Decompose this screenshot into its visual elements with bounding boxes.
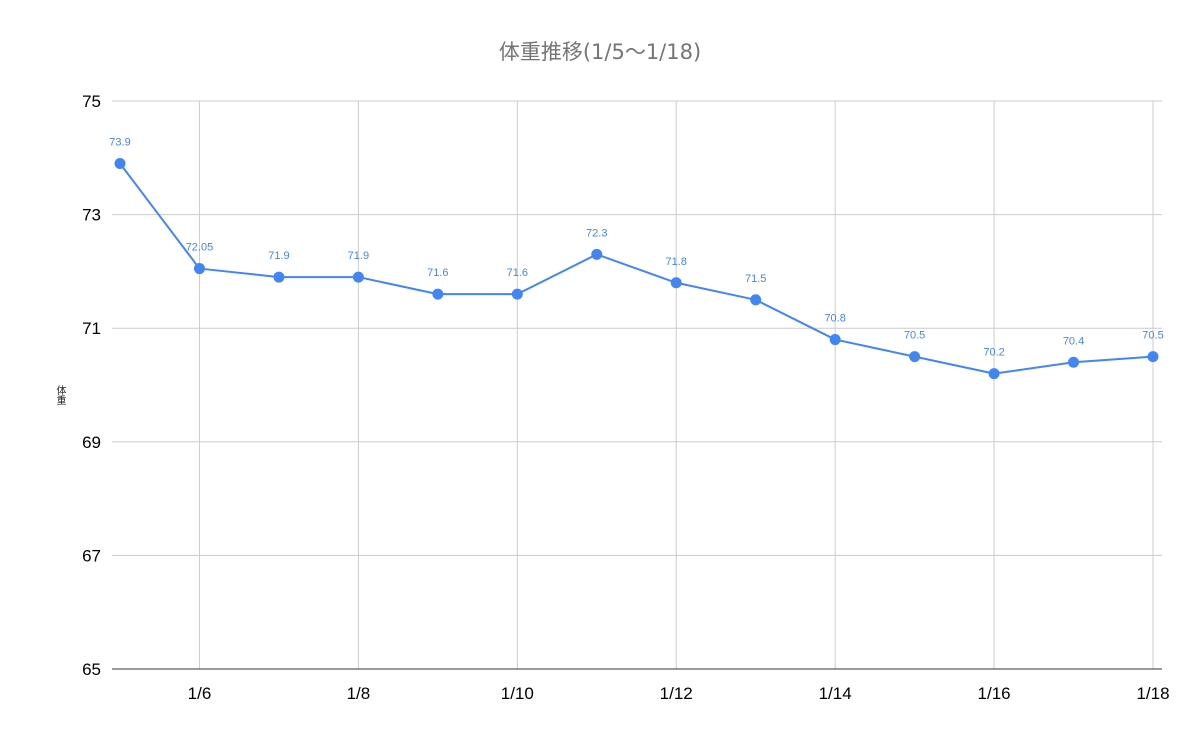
data-point [670, 277, 682, 289]
x-tick-label: 1/16 [978, 684, 1011, 703]
data-label: 70.8 [824, 313, 845, 325]
data-point [273, 271, 285, 283]
x-tick-label: 1/18 [1136, 684, 1169, 703]
data-label: 70.2 [983, 347, 1004, 359]
series-line [119, 162, 1154, 375]
data-point [432, 288, 444, 300]
data-point [352, 271, 364, 283]
x-tick-label: 1/14 [819, 684, 852, 703]
y-tick-label: 69 [82, 433, 101, 452]
data-label: 71.9 [268, 250, 289, 262]
x-tick-label: 1/6 [188, 684, 212, 703]
y-tick-label: 75 [82, 92, 101, 111]
data-label: 70.5 [1142, 330, 1163, 342]
data-label: 72.05 [186, 242, 214, 254]
x-tick-label: 1/10 [501, 684, 534, 703]
chart-title: 体重推移(1/5〜1/18) [498, 40, 702, 64]
data-label: 71.9 [348, 250, 369, 262]
data-point [909, 351, 921, 363]
data-label: 71.6 [427, 267, 448, 279]
y-tick-label: 65 [82, 660, 101, 679]
data-point [511, 288, 523, 300]
data-point [1147, 351, 1159, 363]
data-label: 71.6 [507, 267, 528, 279]
data-point [750, 294, 762, 306]
y-tick-label: 67 [82, 546, 101, 565]
y-axis-label: 体重 [54, 385, 65, 405]
data-label: 70.4 [1063, 335, 1084, 347]
y-tick-label: 73 [82, 206, 101, 225]
data-label: 70.5 [904, 330, 925, 342]
x-tick-label: 1/8 [347, 684, 371, 703]
y-tick-label: 71 [82, 319, 101, 338]
data-label: 72.3 [586, 227, 607, 239]
data-point [1068, 356, 1080, 368]
data-point [193, 263, 205, 275]
data-label: 73.9 [109, 136, 130, 148]
data-point [114, 157, 126, 169]
x-tick-label: 1/12 [660, 684, 693, 703]
data-point [988, 368, 1000, 380]
data-label: 71.5 [745, 273, 766, 285]
data-point [829, 334, 841, 346]
data-label: 71.8 [666, 256, 687, 268]
data-point [591, 248, 603, 260]
